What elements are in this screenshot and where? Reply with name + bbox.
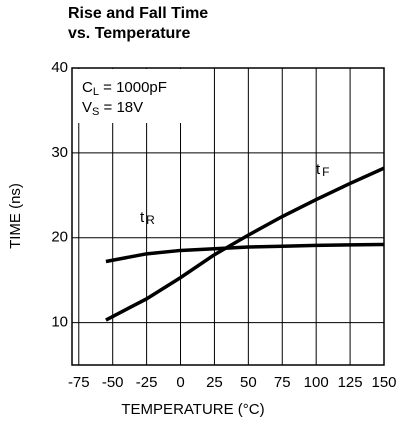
series-line [105, 242, 385, 264]
y-tick-label: 20 [51, 229, 68, 246]
y-tick-label: 40 [51, 59, 68, 76]
annotation-box [73, 69, 213, 123]
x-tick-label: 150 [371, 374, 396, 391]
y-axis-label: TIME (ns) [7, 183, 24, 249]
annotation: CL = 1000pF [82, 79, 167, 98]
plot-frame [71, 67, 385, 366]
x-tick-label: -75 [68, 374, 90, 391]
x-tick-label: 75 [274, 374, 291, 391]
y-tick-label: 30 [51, 144, 68, 161]
chart-title: Rise and Fall Time [68, 5, 208, 22]
x-tick-label: 50 [240, 374, 257, 391]
x-tick-label: 125 [338, 374, 363, 391]
annotation: VS = 18V [82, 99, 143, 118]
x-tick-label: -25 [136, 374, 158, 391]
x-axis-label: TEMPERATURE (°C) [121, 401, 264, 418]
x-tick-label: -50 [102, 374, 124, 391]
y-tick-label: 10 [51, 314, 68, 331]
series-line [105, 166, 385, 322]
chart-title: vs. Temperature [68, 25, 191, 42]
x-tick-label: 25 [206, 374, 223, 391]
x-tick-label: 100 [304, 374, 329, 391]
x-tick-label: 0 [176, 374, 184, 391]
